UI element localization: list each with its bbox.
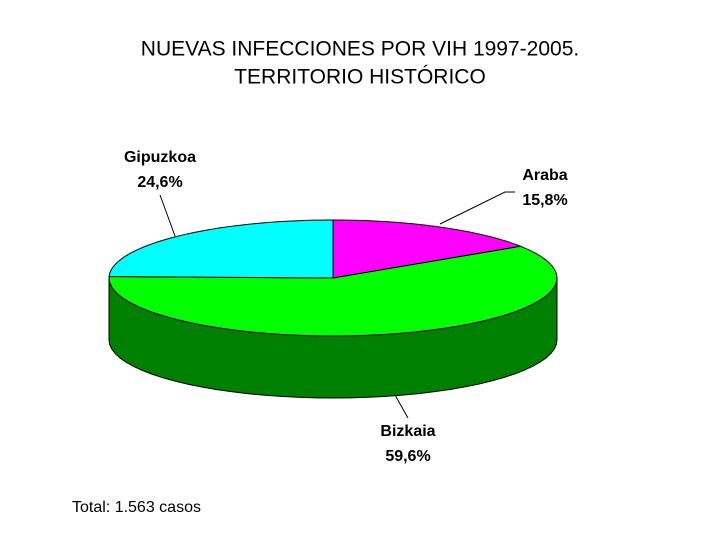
value-label: 15,8% bbox=[522, 192, 567, 209]
leader-line bbox=[159, 194, 176, 237]
note: Total: 1.563 casos bbox=[72, 499, 201, 516]
value-label: 59,6% bbox=[385, 448, 430, 465]
slice bbox=[332, 219, 523, 279]
slice-label: Gipuzkoa bbox=[124, 149, 196, 166]
chart-title: NUEVAS INFECCIONES POR VIH 1997-2005. bbox=[141, 38, 579, 61]
slice-label: Bizkaia bbox=[380, 423, 435, 440]
slice bbox=[108, 219, 334, 279]
leader-line bbox=[439, 191, 515, 225]
chart-subtitle: TERRITORIO HISTÓRICO bbox=[234, 66, 486, 89]
leader-line bbox=[394, 394, 409, 419]
slice bbox=[108, 245, 558, 337]
slice-label: Araba bbox=[522, 167, 567, 184]
value-label: 24,6% bbox=[137, 174, 182, 191]
